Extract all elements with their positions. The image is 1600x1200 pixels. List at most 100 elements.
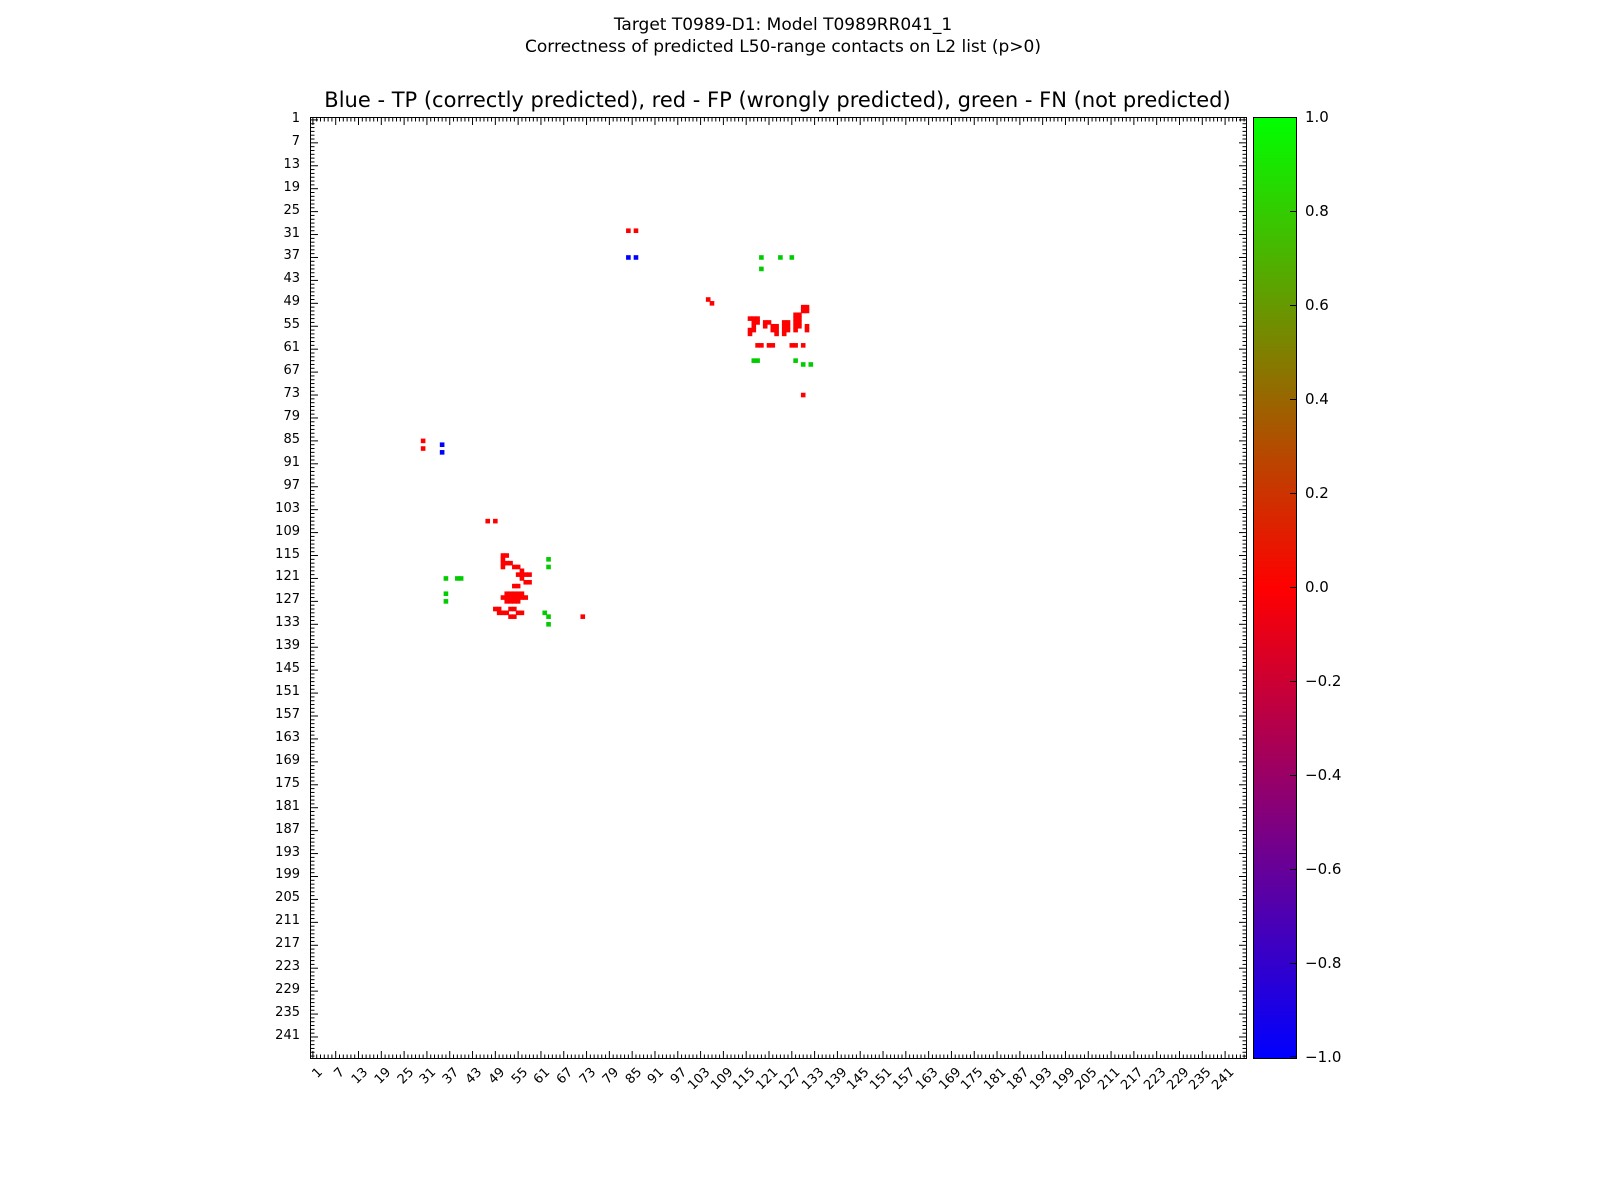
- x-tick-label: 133: [799, 1065, 828, 1094]
- data-point: [793, 323, 798, 329]
- data-point: [755, 343, 760, 348]
- colorbar-tick: [1290, 117, 1296, 118]
- data-point: [774, 327, 779, 333]
- data-point: [504, 610, 510, 616]
- x-tick-label: 31: [417, 1065, 440, 1088]
- data-point: [705, 297, 711, 302]
- data-point: [766, 320, 772, 325]
- colorbar-tick: [1290, 305, 1296, 306]
- y-tick-label: 181: [275, 798, 300, 814]
- y-tick-label: 223: [275, 959, 300, 975]
- data-point: [789, 255, 795, 260]
- data-point: [759, 255, 764, 260]
- x-tick-label: 151: [867, 1065, 896, 1094]
- y-tick-label: 19: [283, 179, 300, 195]
- data-point: [751, 316, 757, 321]
- data-point: [781, 320, 787, 325]
- y-tick-label: 175: [275, 775, 300, 791]
- data-point: [458, 576, 464, 581]
- colorbar-tick-label: 0.8: [1305, 202, 1329, 220]
- data-point: [804, 327, 810, 333]
- x-tick-label: 187: [1004, 1065, 1033, 1094]
- data-point: [546, 614, 551, 619]
- data-point: [504, 591, 510, 597]
- data-point: [770, 327, 776, 333]
- data-point: [519, 568, 525, 574]
- contact-map-svg: [311, 118, 1246, 1058]
- x-tick-label: 193: [1027, 1065, 1056, 1094]
- data-point: [504, 553, 510, 558]
- x-tick-label: 7: [331, 1065, 349, 1082]
- data-point: [793, 316, 798, 321]
- colorbar-tick-label: 0.6: [1305, 296, 1329, 314]
- data-point: [515, 595, 521, 600]
- data-point: [508, 599, 513, 604]
- data-point: [751, 323, 757, 329]
- data-point: [515, 583, 521, 589]
- data-point: [519, 591, 525, 597]
- data-point: [523, 595, 529, 600]
- colorbar-tick: [1290, 963, 1296, 964]
- data-point: [508, 560, 513, 566]
- x-tick-label: 13: [348, 1065, 372, 1088]
- y-tick-label: 127: [275, 592, 300, 608]
- colorbar-tick: [1290, 493, 1296, 494]
- data-point: [500, 560, 506, 566]
- data-point: [797, 312, 802, 318]
- x-tick-label: 91: [645, 1065, 668, 1088]
- colorbar-tick: [1290, 587, 1296, 588]
- data-point: [523, 579, 529, 585]
- data-point: [808, 362, 814, 367]
- x-tick-label: 1: [309, 1065, 326, 1082]
- data-point: [747, 327, 753, 333]
- data-point: [493, 606, 498, 612]
- data-point: [508, 614, 513, 619]
- data-point: [512, 591, 517, 597]
- data-point: [759, 266, 764, 272]
- data-point: [778, 255, 783, 260]
- data-point: [781, 331, 787, 337]
- data-point: [508, 595, 513, 600]
- x-tick-label: 73: [576, 1065, 600, 1088]
- data-point: [797, 323, 802, 329]
- data-point: [770, 343, 776, 348]
- y-tick-label: 193: [275, 844, 300, 860]
- data-point: [766, 343, 772, 348]
- x-tick-label: 115: [730, 1065, 759, 1094]
- data-point: [515, 572, 521, 577]
- y-tick-label: 25: [283, 202, 300, 218]
- data-point: [515, 591, 521, 597]
- data-point: [759, 343, 764, 348]
- data-point: [755, 320, 760, 325]
- data-point: [515, 610, 521, 616]
- x-tick-label: 181: [981, 1065, 1010, 1094]
- data-point: [793, 343, 798, 348]
- data-point: [774, 331, 779, 337]
- x-tick-label: 61: [531, 1065, 554, 1088]
- colorbar-tick-label: 0.0: [1305, 578, 1329, 596]
- data-point: [512, 599, 517, 604]
- data-point: [797, 320, 802, 325]
- colorbar-tick: [1290, 869, 1296, 870]
- y-tick-label: 151: [275, 684, 300, 700]
- y-tick-label: 13: [283, 156, 300, 172]
- data-point: [443, 576, 449, 581]
- colorbar-tick-label: −0.8: [1305, 954, 1342, 972]
- x-tick-label: 109: [707, 1065, 736, 1094]
- data-point: [500, 557, 506, 562]
- data-point: [439, 450, 445, 455]
- y-tick-label: 241: [275, 1027, 300, 1043]
- data-point: [793, 320, 798, 325]
- data-point: [785, 327, 791, 333]
- data-point: [800, 308, 806, 314]
- y-tick-label: 49: [283, 294, 300, 310]
- data-point: [762, 323, 768, 329]
- data-point: [546, 564, 551, 570]
- data-point: [500, 553, 506, 558]
- y-tick-label: 163: [275, 729, 300, 745]
- data-point: [781, 323, 787, 329]
- colorbar-tick-label: −0.6: [1305, 860, 1342, 878]
- y-tick-label: 73: [283, 386, 300, 402]
- y-tick-label: 103: [275, 500, 300, 516]
- data-point: [800, 304, 806, 310]
